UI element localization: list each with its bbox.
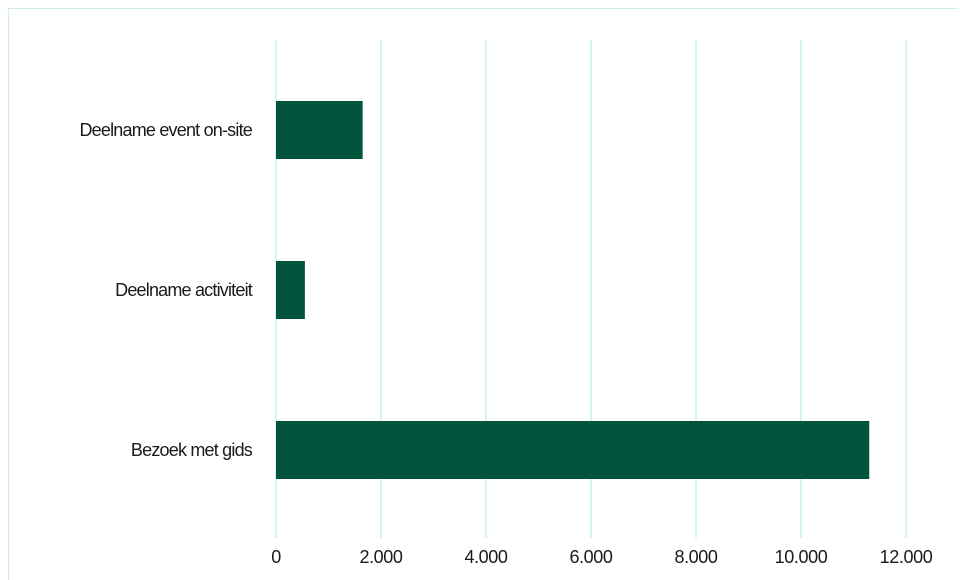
x-tick-label: 2.000: [359, 547, 402, 567]
x-axis-tick-labels: 0 2.000 4.000 6.000 8.000 10.000 12.000: [271, 547, 933, 567]
bar: [276, 101, 363, 159]
x-tick-label: 6.000: [569, 547, 612, 567]
x-tick-label: 4.000: [464, 547, 507, 567]
bar: [276, 261, 305, 319]
category-label: Deelname activiteit: [115, 280, 253, 300]
x-tick-label: 0: [271, 547, 281, 567]
x-tick-label: 12.000: [880, 547, 933, 567]
x-tick-label: 8.000: [674, 547, 717, 567]
category-label: Bezoek met gids: [131, 440, 253, 460]
chart-frame: [8, 8, 958, 580]
bars: [276, 101, 870, 479]
category-labels: Deelname event on-site Deelname activitei…: [79, 120, 253, 460]
x-tick-label: 10.000: [775, 547, 828, 567]
category-label: Deelname event on-site: [79, 120, 252, 140]
bar: [276, 421, 870, 479]
